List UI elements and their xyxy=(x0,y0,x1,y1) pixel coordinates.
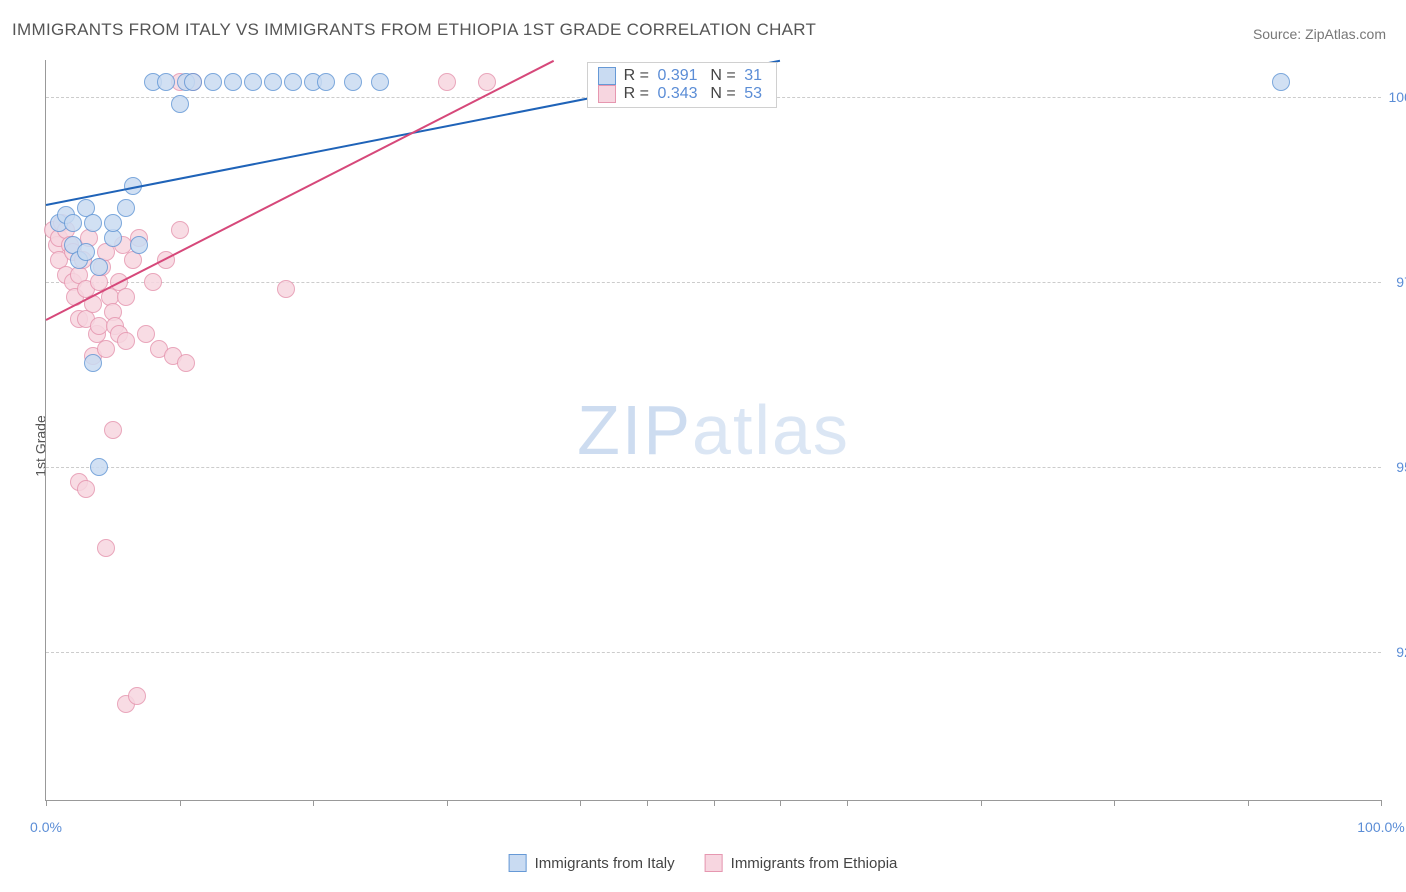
x-tick-mark xyxy=(180,800,181,806)
x-tick-mark xyxy=(981,800,982,806)
x-tick-mark xyxy=(1248,800,1249,806)
legend-swatch xyxy=(509,854,527,872)
stats-legend-row: R = 0.343 N = 53 xyxy=(598,85,766,103)
x-tick-mark xyxy=(1114,800,1115,806)
scatter-point xyxy=(244,73,262,91)
scatter-point xyxy=(371,73,389,91)
chart-title: IMMIGRANTS FROM ITALY VS IMMIGRANTS FROM… xyxy=(12,20,816,40)
scatter-point xyxy=(97,539,115,557)
x-tick-mark xyxy=(447,800,448,806)
scatter-point xyxy=(277,280,295,298)
scatter-point xyxy=(137,325,155,343)
scatter-point xyxy=(117,199,135,217)
legend-item: Immigrants from Ethiopia xyxy=(705,854,898,872)
scatter-point xyxy=(224,73,242,91)
y-tick-label: 95.0% xyxy=(1386,459,1406,475)
x-tick-mark xyxy=(847,800,848,806)
legend-item: Immigrants from Italy xyxy=(509,854,675,872)
scatter-point xyxy=(64,214,82,232)
scatter-point xyxy=(128,687,146,705)
x-tick-label: 100.0% xyxy=(1357,819,1404,835)
scatter-point xyxy=(317,73,335,91)
bottom-legend: Immigrants from Italy Immigrants from Eth… xyxy=(509,854,898,872)
source-label: Source: ZipAtlas.com xyxy=(1253,26,1386,42)
scatter-point xyxy=(97,340,115,358)
stats-legend: R = 0.391 N = 31R = 0.343 N = 53 xyxy=(587,62,777,108)
gridline-h xyxy=(46,282,1381,283)
scatter-point xyxy=(177,354,195,372)
legend-swatch xyxy=(598,67,616,85)
y-tick-label: 92.5% xyxy=(1386,644,1406,660)
gridline-h xyxy=(46,467,1381,468)
scatter-point xyxy=(204,73,222,91)
legend-label: Immigrants from Ethiopia xyxy=(731,855,898,872)
scatter-point xyxy=(478,73,496,91)
watermark: ZIPatlas xyxy=(577,390,850,470)
legend-swatch xyxy=(598,85,616,103)
scatter-point xyxy=(77,243,95,261)
scatter-point xyxy=(344,73,362,91)
stats-legend-row: R = 0.391 N = 31 xyxy=(598,67,766,85)
x-tick-mark xyxy=(580,800,581,806)
scatter-point xyxy=(171,95,189,113)
scatter-point xyxy=(117,288,135,306)
scatter-point xyxy=(157,73,175,91)
scatter-point xyxy=(184,73,202,91)
scatter-point xyxy=(438,73,456,91)
gridline-h xyxy=(46,652,1381,653)
scatter-point xyxy=(144,273,162,291)
y-tick-label: 97.5% xyxy=(1386,274,1406,290)
x-tick-mark xyxy=(780,800,781,806)
x-tick-mark xyxy=(714,800,715,806)
scatter-point xyxy=(90,258,108,276)
y-tick-label: 100.0% xyxy=(1386,89,1406,105)
scatter-point xyxy=(130,236,148,254)
x-tick-mark xyxy=(46,800,47,806)
scatter-point xyxy=(117,332,135,350)
scatter-point xyxy=(171,221,189,239)
x-tick-label: 0.0% xyxy=(30,819,62,835)
x-tick-mark xyxy=(647,800,648,806)
scatter-point xyxy=(90,458,108,476)
scatter-plot: ZIPatlas 100.0%97.5%95.0%92.5%0.0%100.0%… xyxy=(45,60,1381,801)
scatter-point xyxy=(84,214,102,232)
scatter-point xyxy=(284,73,302,91)
x-tick-mark xyxy=(313,800,314,806)
scatter-point xyxy=(264,73,282,91)
scatter-point xyxy=(104,421,122,439)
scatter-point xyxy=(84,354,102,372)
scatter-point xyxy=(104,214,122,232)
x-tick-mark xyxy=(1381,800,1382,806)
scatter-point xyxy=(77,480,95,498)
legend-label: Immigrants from Italy xyxy=(535,855,675,872)
legend-swatch xyxy=(705,854,723,872)
scatter-point xyxy=(1272,73,1290,91)
